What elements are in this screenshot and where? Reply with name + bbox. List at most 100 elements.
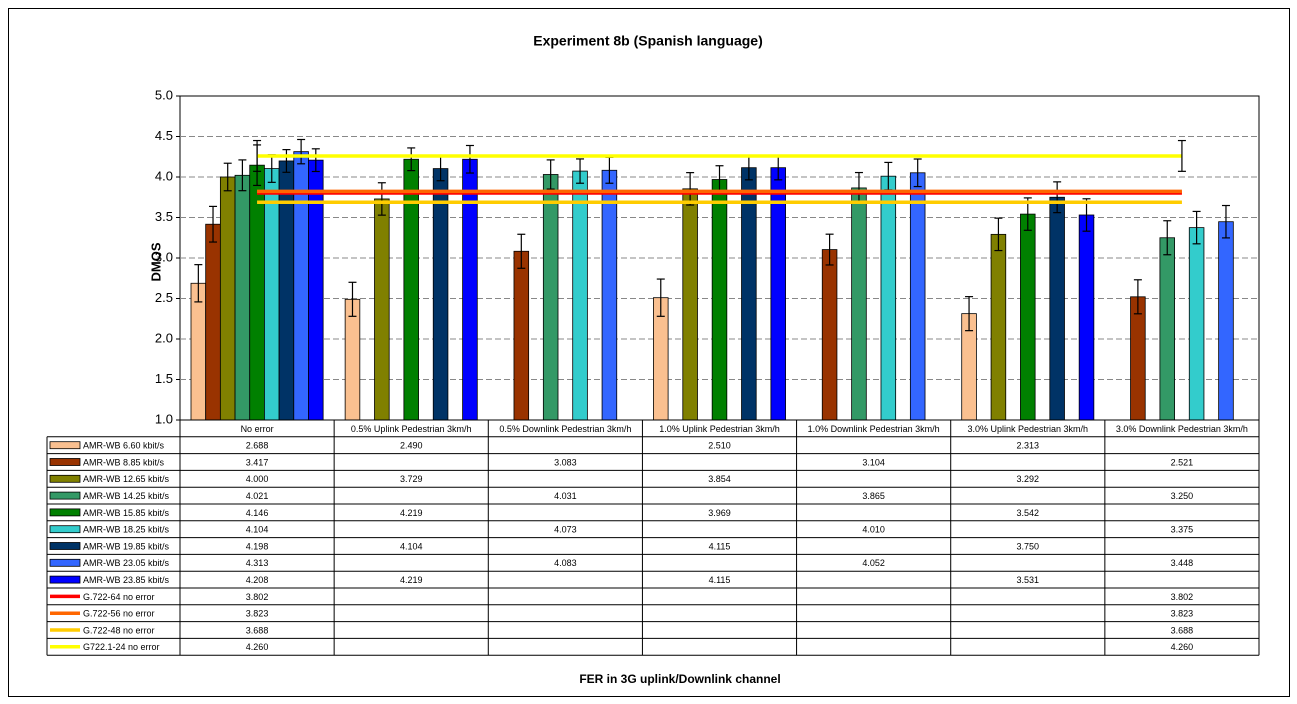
x-tick-label: 1.0% Uplink Pedestrian 3km/h xyxy=(659,424,780,434)
y-tick-label: 3.5 xyxy=(155,209,173,224)
bar xyxy=(219,176,236,421)
x-tick-label: 0.5% Uplink Pedestrian 3km/h xyxy=(351,424,472,434)
bar xyxy=(542,174,559,421)
table-value: 3.688 xyxy=(246,625,269,635)
table-value: 3.823 xyxy=(246,609,269,619)
table-value: 4.146 xyxy=(246,508,269,518)
table-value: 4.073 xyxy=(554,525,577,535)
bar xyxy=(1078,214,1095,421)
table-value: 4.010 xyxy=(862,525,885,535)
bar xyxy=(205,223,221,421)
bar xyxy=(1020,213,1036,421)
table-value: 4.115 xyxy=(709,575,731,585)
legend-label: AMR-WB 23.85 kbit/s xyxy=(83,575,170,585)
table-value: 4.198 xyxy=(246,541,269,551)
y-tick-label: 3.0 xyxy=(155,249,173,264)
table-value: 4.052 xyxy=(862,558,885,568)
bar xyxy=(278,160,295,421)
bar xyxy=(432,168,449,421)
bar xyxy=(308,159,324,421)
legend-swatch xyxy=(49,542,81,550)
x-tick-label: No error xyxy=(241,424,274,434)
bar xyxy=(264,168,280,421)
table-value: 3.531 xyxy=(1017,575,1040,585)
legend-label: G.722-64 no error xyxy=(83,592,155,602)
table-value: 3.250 xyxy=(1171,491,1194,501)
table-value: 3.854 xyxy=(708,474,731,484)
y-tick-label: 4.0 xyxy=(155,168,173,183)
table-value: 3.823 xyxy=(1171,609,1194,619)
table-value: 4.115 xyxy=(709,541,731,551)
legend-label: G.722-56 no error xyxy=(83,609,155,619)
table-value: 3.375 xyxy=(1171,525,1194,535)
legend-swatch xyxy=(49,508,81,517)
y-axis-label: DMOS xyxy=(148,242,163,281)
bar xyxy=(711,179,728,421)
table-value: 4.260 xyxy=(246,642,269,652)
table-value: 4.104 xyxy=(246,525,269,535)
legend-label: AMR-WB 23.05 kbit/s xyxy=(83,558,170,568)
table-value: 3.104 xyxy=(862,457,885,467)
y-tick-label: 1.5 xyxy=(155,371,173,386)
bar xyxy=(190,282,207,421)
legend-label: AMR-WB 15.85 kbit/s xyxy=(83,508,170,518)
bar xyxy=(601,169,618,421)
legend-label: AMR-WB 18.25 kbit/s xyxy=(83,525,170,535)
bar xyxy=(880,175,897,421)
table-value: 4.021 xyxy=(246,491,269,501)
x-tick-label: 3.0% Uplink Pedestrian 3km/h xyxy=(968,424,1089,434)
bar xyxy=(741,167,757,421)
table-value: 4.219 xyxy=(400,508,423,518)
legend-swatch xyxy=(49,558,81,567)
bar xyxy=(1218,221,1234,421)
bar xyxy=(770,167,786,421)
table-value: 3.969 xyxy=(708,508,731,518)
legend-swatch xyxy=(49,491,81,500)
legend-swatch xyxy=(49,575,81,584)
table-value: 4.208 xyxy=(246,575,269,585)
bar xyxy=(1130,296,1146,421)
x-tick-label: 0.5% Downlink Pedestrian 3km/h xyxy=(499,424,631,434)
legend-swatch xyxy=(49,441,81,450)
table-value: 3.448 xyxy=(1171,558,1194,568)
legend-swatch xyxy=(49,474,81,483)
bar xyxy=(513,250,530,421)
y-tick-label: 5.0 xyxy=(155,87,173,102)
bar xyxy=(234,174,251,421)
legend-label: AMR-WB 6.60 kbit/s xyxy=(83,441,165,451)
table-value: 2.521 xyxy=(1171,457,1194,467)
x-tick-label: 1.0% Downlink Pedestrian 3km/h xyxy=(808,424,940,434)
table-value: 4.031 xyxy=(554,491,577,501)
table-value: 3.417 xyxy=(246,457,269,467)
table-value: 2.313 xyxy=(1017,441,1040,451)
table-value: 4.219 xyxy=(400,575,423,585)
bar xyxy=(1049,196,1065,421)
bar xyxy=(572,170,588,421)
bar xyxy=(462,158,478,421)
legend-swatch xyxy=(49,525,81,534)
legend-label: G722.1-24 no error xyxy=(83,642,160,652)
table-value: 3.802 xyxy=(246,592,269,602)
bar xyxy=(821,249,838,421)
bar xyxy=(851,187,867,421)
table-value: 3.688 xyxy=(1171,625,1194,635)
table-value: 3.542 xyxy=(1017,508,1040,518)
legend-label: AMR-WB 14.25 kbit/s xyxy=(83,491,170,501)
table-value: 4.104 xyxy=(400,541,423,551)
table-value: 4.313 xyxy=(246,558,269,568)
table-value: 2.688 xyxy=(246,441,269,451)
legend-swatch xyxy=(49,458,81,466)
chart-title: Experiment 8b (Spanish language) xyxy=(533,33,763,49)
x-axis-label: FER in 3G uplink/Downlink channel xyxy=(579,672,780,686)
y-tick-label: 2.5 xyxy=(155,290,173,305)
legend-label: AMR-WB 12.65 kbit/s xyxy=(83,474,170,484)
table-value: 3.729 xyxy=(400,474,423,484)
bar xyxy=(1188,227,1205,421)
table-value: 3.802 xyxy=(1171,592,1194,602)
table-value: 3.865 xyxy=(862,491,885,501)
legend-label: AMR-WB 8.85 kbit/s xyxy=(83,457,165,467)
bar xyxy=(374,198,390,421)
bar xyxy=(403,158,419,421)
x-tick-label: 3.0% Downlink Pedestrian 3km/h xyxy=(1116,424,1248,434)
table-value: 3.750 xyxy=(1017,541,1040,551)
